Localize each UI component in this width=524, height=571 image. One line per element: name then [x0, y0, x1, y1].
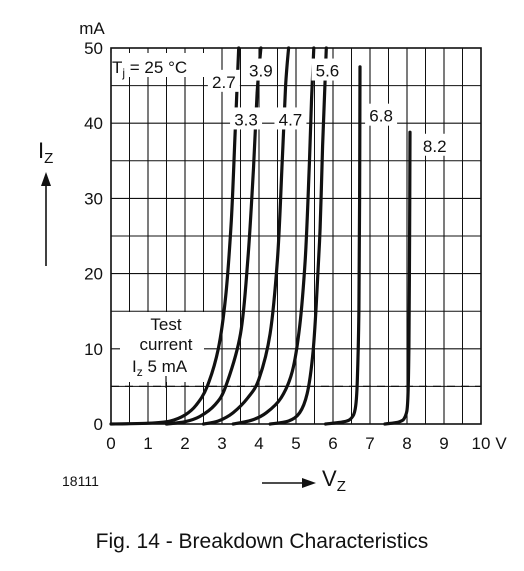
y-axis-label: IZ	[38, 138, 53, 167]
x-axis-arrowhead	[302, 478, 316, 488]
curve-6-8	[324, 65, 362, 426]
test-current-label-line3: Iz 5 mA	[132, 357, 188, 379]
x-tick-label: 3	[217, 434, 226, 453]
test-current-label-bg	[120, 312, 204, 382]
curve-label: 4.7	[279, 110, 303, 129]
curve-label: 5.6	[316, 62, 340, 81]
y-tick-labels: 0 10 20 30 40 50	[84, 39, 103, 434]
x-tick-label: 1	[143, 434, 152, 453]
x-tick-labels: 0 1 2 3 4 5 6 7 8 9 10 V	[106, 434, 507, 453]
figure-caption: Fig. 14 - Breakdown Characteristics	[95, 530, 429, 553]
curve-label-bg	[365, 103, 398, 126]
x-tick-label: 6	[328, 434, 337, 453]
test-current-label-line2: current	[140, 335, 193, 354]
curve-labels: 2.7 3.3 3.9 4.7 5.6 6.8 8.2	[207, 58, 451, 156]
curve-label-bg	[244, 58, 277, 81]
plot-frame	[110, 47, 482, 425]
curve-label: 3.3	[234, 110, 258, 129]
curve-label: 6.8	[369, 107, 393, 126]
condition-label: Tj = 25 °C	[112, 58, 187, 80]
curve-label-bg	[418, 133, 451, 156]
x-tick-label: 5	[291, 434, 300, 453]
curve-label-bg	[207, 69, 240, 92]
x-tick-label: 2	[180, 434, 189, 453]
x-tick-label: 0	[106, 434, 115, 453]
curve-4-7	[231, 46, 316, 426]
figure-id: 18111	[62, 473, 99, 489]
curve-5-6	[268, 46, 328, 426]
curve-label-bg	[274, 107, 307, 130]
x-axis-label: VZ	[322, 466, 346, 495]
x-tick-label: 7	[365, 434, 374, 453]
x-tick-label: 9	[439, 434, 448, 453]
curve-label-bg	[311, 58, 344, 81]
y-tick-label: 50	[84, 39, 103, 58]
condition-label-bg	[106, 53, 206, 77]
y-tick-label: 0	[94, 415, 103, 434]
y-tick-label: 10	[84, 340, 103, 359]
curve-label: 3.9	[249, 62, 273, 81]
curve-label-bg	[230, 107, 263, 130]
y-unit-label: mA	[79, 19, 105, 38]
test-current-label-line1: Test	[150, 315, 181, 334]
curve-label: 2.7	[212, 73, 236, 92]
x-tick-label: 10	[472, 434, 491, 453]
curve-label: 8.2	[423, 137, 447, 156]
y-axis-arrowhead	[41, 172, 51, 186]
x-tick-label: 8	[402, 434, 411, 453]
y-tick-label: 20	[84, 265, 103, 284]
y-tick-label: 40	[84, 114, 103, 133]
curve-8-2	[383, 130, 412, 426]
x-unit-label: V	[495, 434, 507, 453]
y-tick-label: 30	[84, 189, 103, 208]
curve-2-7	[109, 46, 241, 426]
x-tick-label: 4	[254, 434, 263, 453]
